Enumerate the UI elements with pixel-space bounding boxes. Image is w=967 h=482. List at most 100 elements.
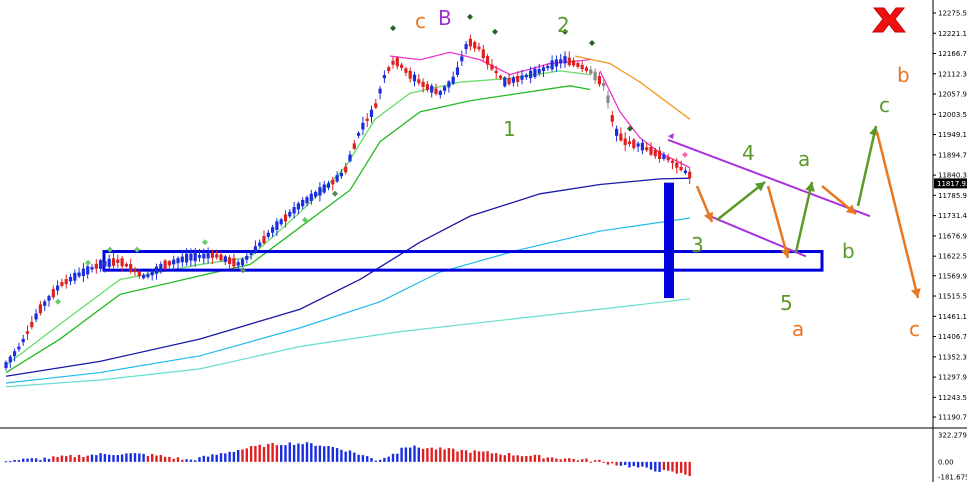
indicator-bar <box>82 456 85 462</box>
indicator-bar <box>563 458 567 462</box>
channel-start-marker <box>668 133 674 140</box>
candle-body <box>129 264 133 272</box>
indicator-bar <box>43 457 46 462</box>
wave-label-green-b: b <box>842 239 855 263</box>
x-mark-icon <box>871 7 907 33</box>
candle-body <box>468 38 472 47</box>
candle-body <box>421 81 425 87</box>
projection-arrows <box>695 125 921 299</box>
indicator-bar <box>103 453 107 462</box>
indicator-bar <box>434 449 438 462</box>
indicator-bar <box>181 459 184 462</box>
arrow-green-2 <box>794 181 814 253</box>
indicator-bar <box>99 453 102 462</box>
candle-body <box>481 49 485 59</box>
arrow-orange-4-head <box>910 288 921 298</box>
indicator-bar <box>185 459 188 462</box>
candle-body <box>326 183 331 188</box>
wave-label-orange-c-right: c <box>909 317 920 341</box>
fractal-marker <box>390 25 396 32</box>
indicator-bar <box>168 456 171 462</box>
indicator-bar <box>447 448 451 462</box>
indicator-bar <box>335 448 339 462</box>
indicator-bar <box>624 461 627 465</box>
arrow-orange-1-head <box>703 211 714 222</box>
ema-magenta-line <box>389 51 591 76</box>
candle-body <box>159 264 163 271</box>
indicator-bar <box>486 451 489 462</box>
candle-body <box>636 143 640 147</box>
price-tick-label: 11840.30 <box>938 172 967 180</box>
indicator-bar <box>198 457 201 462</box>
indicator-bar <box>254 446 257 462</box>
candle-body <box>331 179 335 185</box>
candle-body <box>47 296 51 301</box>
candle-body <box>99 260 103 269</box>
indicator-bar <box>361 455 365 462</box>
indicator-bar <box>469 452 472 462</box>
indicator-bar <box>538 454 541 462</box>
indicator-bar <box>529 455 532 462</box>
indicator-bar <box>606 461 610 465</box>
indicator-bar <box>271 442 274 462</box>
indicator-bar <box>39 460 42 462</box>
indicator-bar <box>512 455 515 462</box>
candle-body <box>352 143 356 149</box>
indicator-bar <box>525 456 528 462</box>
indicator-bar <box>305 442 309 462</box>
indicator-bar <box>645 461 648 468</box>
wave-label-orange-b: b <box>897 63 910 87</box>
price-tick-label: 11297.90 <box>938 374 967 382</box>
fractal-marker <box>682 151 688 158</box>
indicator-bar <box>331 447 334 462</box>
wave-label-green-a: a <box>798 147 810 171</box>
price-tick-label: 11461.10 <box>938 313 967 321</box>
indicator-bar <box>340 449 343 462</box>
candle-body <box>60 282 64 286</box>
candle-body <box>649 147 653 155</box>
candle-body <box>86 266 90 275</box>
indicator-bar <box>159 455 162 462</box>
price-tick-label: 11731.40 <box>938 212 967 220</box>
candle-body <box>236 262 240 266</box>
candle-body <box>314 191 318 197</box>
ema-long-line <box>5 217 691 384</box>
indicator-bar <box>482 451 485 462</box>
candle-body <box>124 263 128 267</box>
candle-body <box>357 132 361 136</box>
candle-body <box>486 56 490 65</box>
indicator-bar <box>667 461 670 471</box>
indicator-bar <box>146 456 150 462</box>
indicator-bar <box>224 453 227 462</box>
candle-body <box>640 142 644 151</box>
indicator-bar <box>353 452 356 462</box>
price-tick-label: 12057.90 <box>938 91 967 99</box>
indicator-bar <box>684 461 687 475</box>
candle-body <box>610 115 614 122</box>
candle-body <box>606 95 610 103</box>
indicator-bar <box>262 447 266 462</box>
candle-body <box>593 71 597 81</box>
indicator-bar <box>464 450 468 462</box>
price-tick-label: 11243.50 <box>938 394 967 402</box>
candle-body <box>185 253 189 263</box>
candle-body <box>464 44 468 50</box>
indicator-bar <box>138 453 141 462</box>
candle-body <box>378 88 382 94</box>
candle-body <box>567 57 571 66</box>
candle-body <box>90 267 94 270</box>
wave-label-green-4: 4 <box>742 141 755 165</box>
arrow-green-1 <box>716 181 766 221</box>
candle-body <box>176 258 180 264</box>
indicator-bar <box>348 450 352 462</box>
candle-body <box>524 74 528 78</box>
candle-body <box>391 60 395 65</box>
arrow-green-3 <box>856 125 878 207</box>
indicator-bar <box>641 461 644 467</box>
candle-body <box>365 118 369 121</box>
indicator-bar <box>679 461 683 473</box>
candle-body <box>615 128 619 136</box>
candle-body <box>279 219 283 225</box>
indicator-bar <box>387 456 390 462</box>
candle-body <box>563 56 567 64</box>
